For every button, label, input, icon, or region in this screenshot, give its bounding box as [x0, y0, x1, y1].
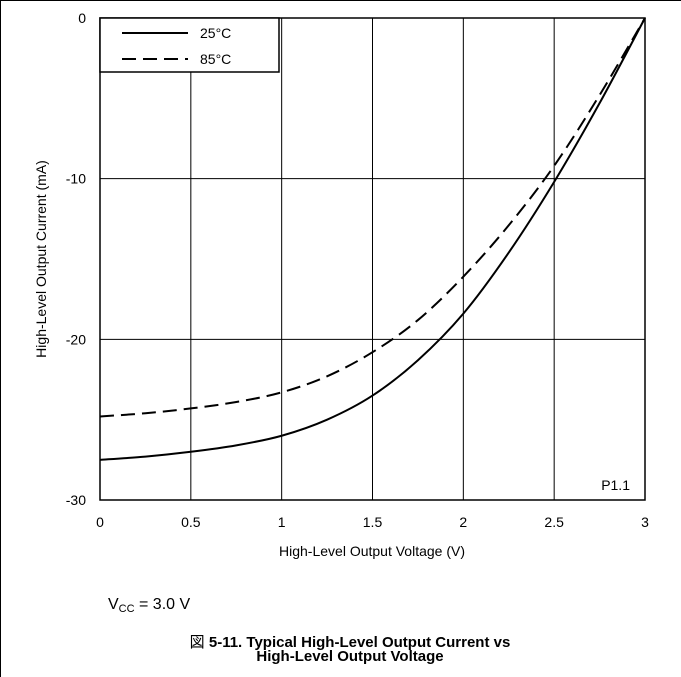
x-tick-label-4: 2 — [459, 514, 467, 530]
legend-box — [99, 17, 280, 73]
y-tick-label-1: -10 — [66, 171, 86, 187]
chart-legend: 25°C 85°C — [99, 17, 280, 73]
caption-line-1: 図 5-11. Typical High-Level Output Curren… — [100, 634, 600, 651]
chart-grid — [99, 17, 646, 501]
y-tick-label-0: 0 — [78, 10, 86, 26]
series-line-1 — [99, 17, 646, 418]
caption-title-line-1: 5-11. Typical High-Level Output Current … — [208, 634, 511, 651]
figure-caption: 図 5-11. Typical High-Level Output Curren… — [100, 634, 600, 665]
legend-label-25c: 25°C — [200, 25, 231, 41]
y-tick-label-3: -30 — [66, 492, 86, 508]
x-tick-label-0: 0 — [96, 514, 104, 530]
x-tick-label-1: 0.5 — [181, 514, 201, 530]
y-tick-label-2: -20 — [66, 331, 86, 347]
vcc-condition: VCC = 3.0 V — [108, 596, 190, 615]
vcc-symbol: V — [108, 596, 119, 613]
tick-labels: 0 0.5 1 1.5 2 2.5 3 0 -10 -20 -30 — [66, 10, 649, 530]
frame-top-border — [0, 0, 681, 1]
pin-annotation: P1.1 — [601, 477, 630, 493]
caption-figure-mark: 図 — [189, 634, 205, 651]
x-tick-label-5: 2.5 — [544, 514, 564, 530]
chart: 0 0.5 1 1.5 2 2.5 3 0 -10 -20 -30 High-Level Outpu… — [33, 10, 649, 559]
x-tick-label-3: 1.5 — [363, 514, 383, 530]
chart-series-group — [99, 17, 646, 461]
x-axis-label: High-Level Output Voltage (V) — [279, 543, 465, 559]
frame-left-border — [0, 0, 1, 677]
vcc-value: = 3.0 V — [134, 596, 191, 613]
series-line-0 — [99, 17, 646, 461]
x-tick-label-6: 3 — [641, 514, 649, 530]
x-tick-label-2: 1 — [278, 514, 286, 530]
vcc-subscript: CC — [118, 603, 135, 615]
caption-title-line-2: High-Level Output Voltage — [256, 648, 444, 665]
y-axis-label: High-Level Output Current (mA) — [33, 160, 49, 358]
legend-label-85c: 85°C — [200, 51, 231, 67]
plot-area-border — [99, 17, 646, 501]
